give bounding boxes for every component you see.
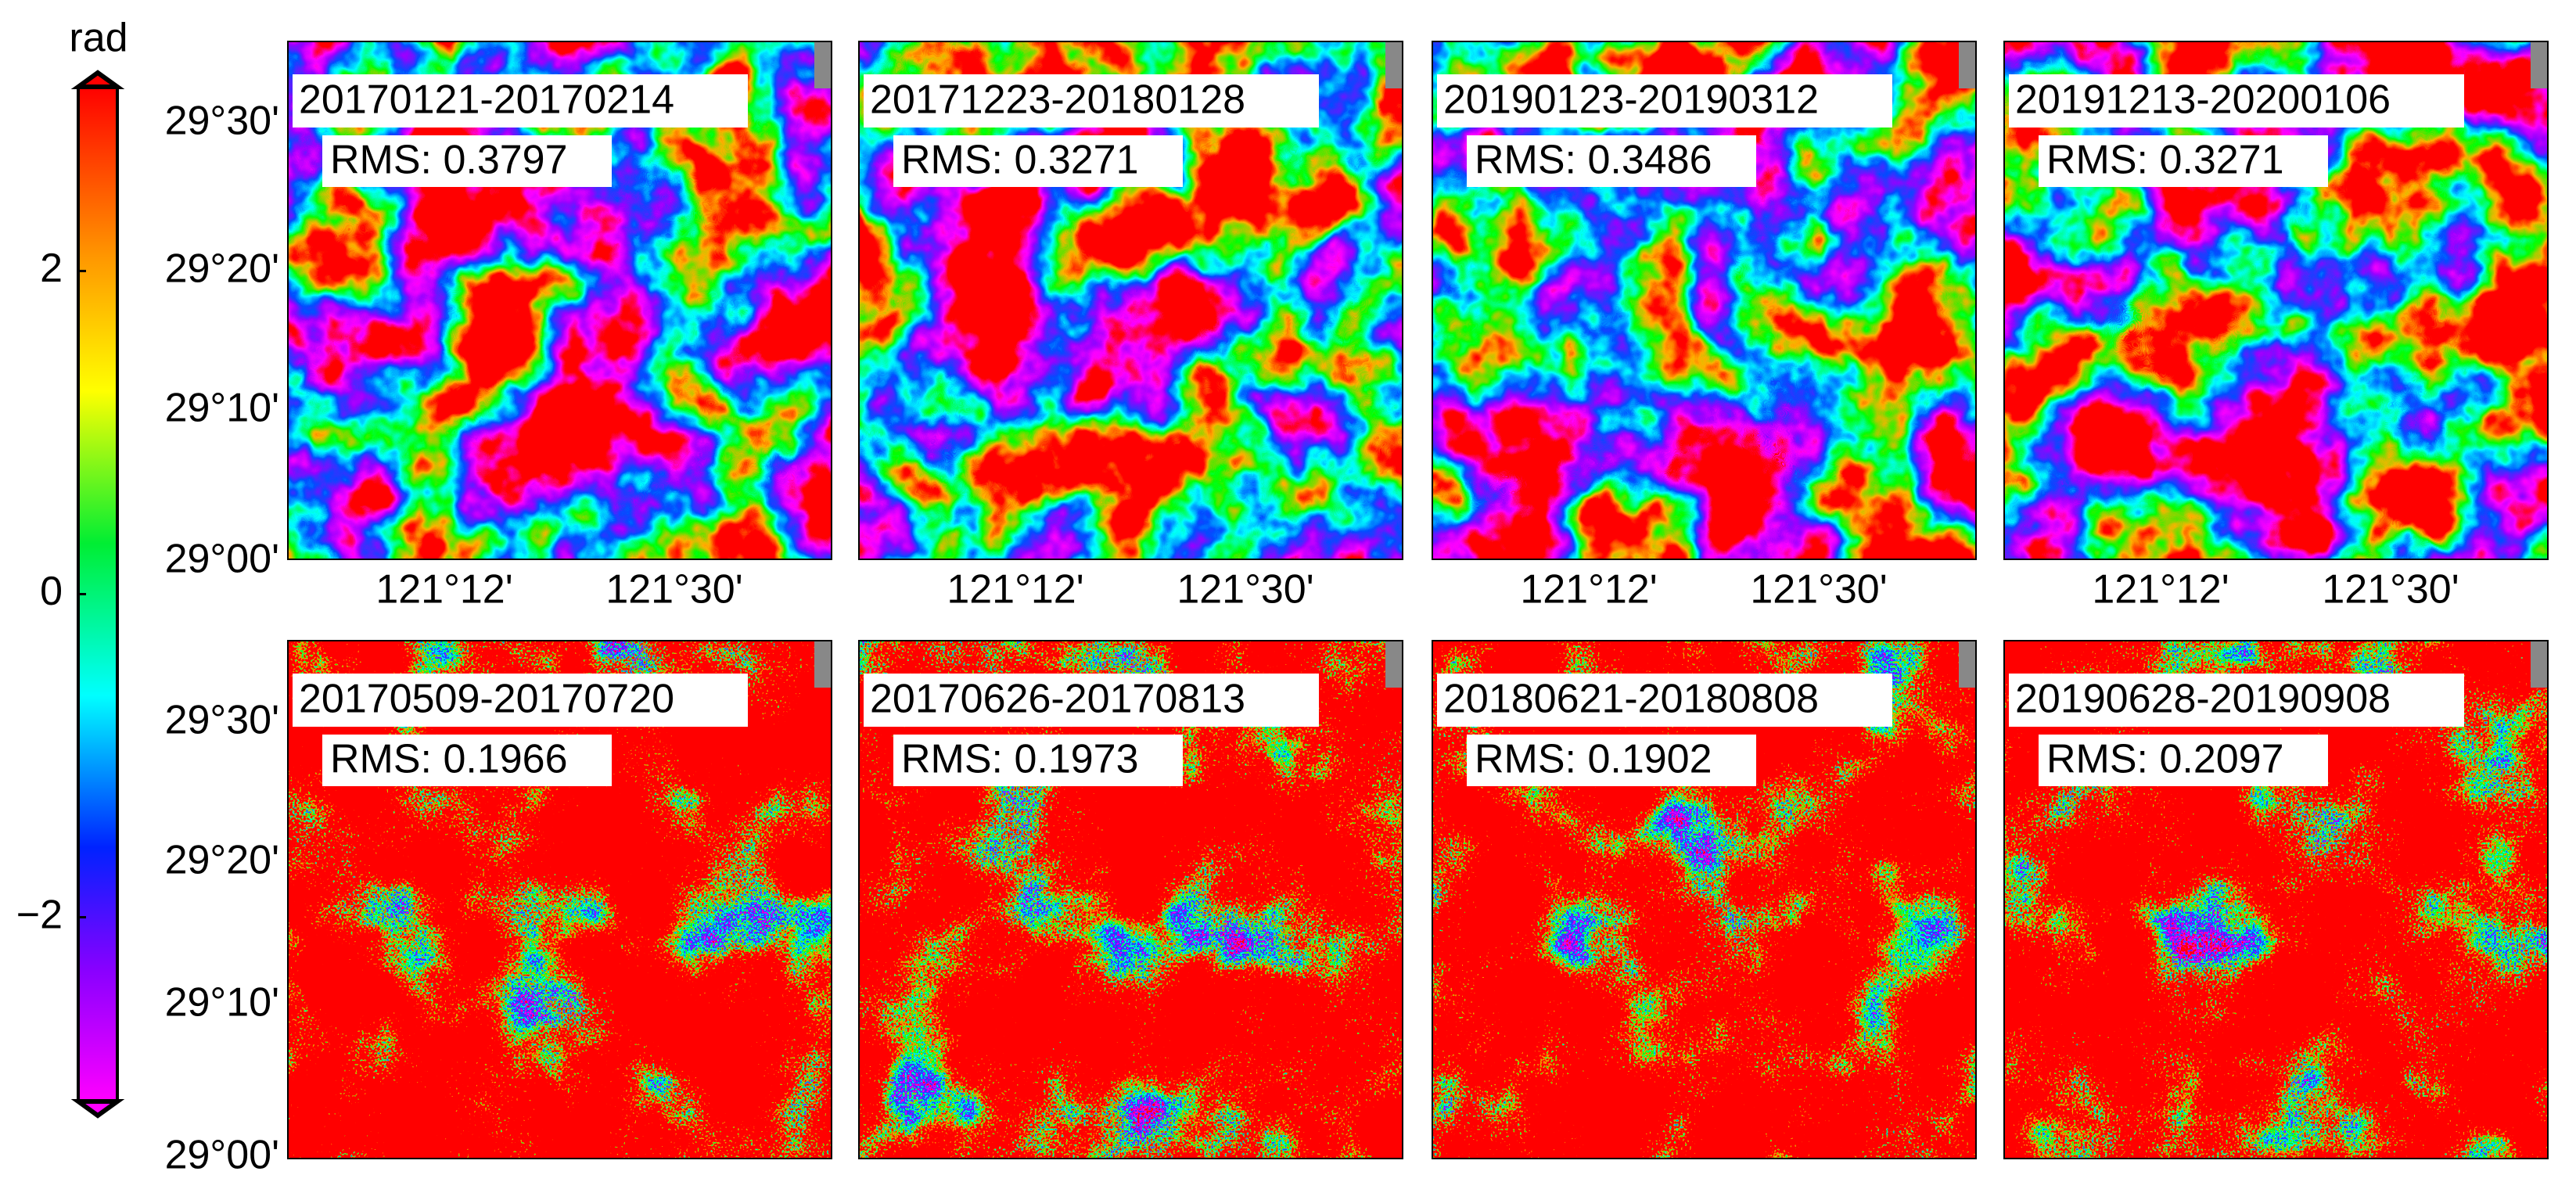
rms-box — [1467, 735, 1756, 786]
lon-tick-label: 121°30' — [1750, 567, 1887, 613]
lon-tick-label: 121°12' — [1520, 567, 1657, 613]
panel-frame — [858, 41, 1403, 560]
lon-tick-label: 121°30' — [605, 567, 742, 613]
rms-box — [893, 735, 1183, 786]
colorbar-tick-label: 0 — [40, 569, 63, 614]
date-label: 20170121-20170214 — [299, 77, 674, 123]
colorbar-tick-label: −2 — [16, 892, 63, 937]
colorbar-extend-top — [70, 70, 125, 89]
rms-label: RMS: 0.3486 — [1475, 138, 1712, 183]
date-label: 20190123-20190312 — [1443, 77, 1819, 123]
rms-box — [1467, 135, 1756, 187]
rms-label: RMS: 0.3271 — [2046, 138, 2284, 183]
colorbar-tick-label: 2 — [40, 246, 63, 291]
panel-frame — [1432, 41, 1977, 560]
date-label: 20180621-20180808 — [1443, 677, 1819, 722]
interferogram — [1432, 41, 1976, 559]
lat-tick-label: 29°10' — [165, 386, 279, 431]
nodata-corner — [1385, 641, 1403, 688]
date-box — [1437, 74, 1892, 128]
rms-label: RMS: 0.1973 — [901, 737, 1139, 782]
nodata-corner — [814, 41, 832, 88]
nodata-corner — [2531, 641, 2548, 688]
lon-tick-label: 121°12' — [2092, 567, 2229, 613]
date-box — [864, 74, 1319, 128]
rms-label: RMS: 0.2097 — [2046, 737, 2284, 782]
date-label: 20170626-20170813 — [870, 677, 1245, 722]
lon-tick-label: 121°12' — [947, 567, 1083, 613]
date-box — [2009, 674, 2464, 727]
lat-tick-label: 29°00' — [165, 1133, 279, 1178]
interferogram — [859, 41, 1403, 559]
lon-tick-label: 121°30' — [2322, 567, 2459, 613]
interferogram — [2004, 41, 2548, 559]
lat-tick-label: 29°20' — [165, 838, 279, 883]
rms-label: RMS: 0.1966 — [330, 737, 568, 782]
nodata-corner — [1959, 641, 1976, 688]
panel-frame — [858, 640, 1403, 1159]
interferogram — [288, 641, 832, 1159]
nodata-corner — [814, 641, 832, 688]
date-label: 20190628-20190908 — [2015, 677, 2391, 722]
date-box — [293, 674, 748, 727]
rms-label: RMS: 0.1902 — [1475, 737, 1712, 782]
lon-tick-label: 121°30' — [1177, 567, 1313, 613]
interferogram — [859, 641, 1403, 1159]
rms-label: RMS: 0.3271 — [901, 138, 1139, 183]
lat-tick-label: 29°30' — [165, 698, 279, 743]
interferogram — [2004, 641, 2548, 1159]
lat-tick-label: 29°20' — [165, 246, 279, 292]
date-box — [1437, 674, 1892, 727]
date-label: 20191213-20200106 — [2015, 77, 2391, 123]
rms-box — [322, 735, 612, 786]
nodata-corner — [1959, 41, 1976, 88]
interferogram — [288, 41, 832, 559]
date-box — [293, 74, 748, 128]
lat-tick-label: 29°10' — [165, 980, 279, 1026]
date-box — [2009, 74, 2464, 128]
date-label: 20171223-20180128 — [870, 77, 1245, 123]
panel-frame — [2003, 640, 2549, 1159]
rms-box — [2039, 135, 2328, 187]
panel-frame — [287, 41, 832, 560]
rms-box — [322, 135, 612, 187]
rms-label: RMS: 0.3797 — [330, 138, 568, 183]
colorbar-extend-bottom — [70, 1099, 125, 1119]
lon-tick-label: 121°12' — [375, 567, 512, 613]
panel-frame — [1432, 640, 1977, 1159]
rms-box — [2039, 735, 2328, 786]
interferogram — [1432, 641, 1976, 1159]
nodata-corner — [1385, 41, 1403, 88]
lat-tick-label: 29°00' — [165, 537, 279, 582]
date-box — [864, 674, 1319, 727]
panel-frame — [2003, 41, 2549, 560]
rms-box — [893, 135, 1183, 187]
nodata-corner — [2531, 41, 2548, 88]
date-label: 20170509-20170720 — [299, 677, 674, 722]
lat-tick-label: 29°30' — [165, 99, 279, 144]
panel-frame — [287, 640, 832, 1159]
colorbar-label: rad — [69, 16, 128, 61]
